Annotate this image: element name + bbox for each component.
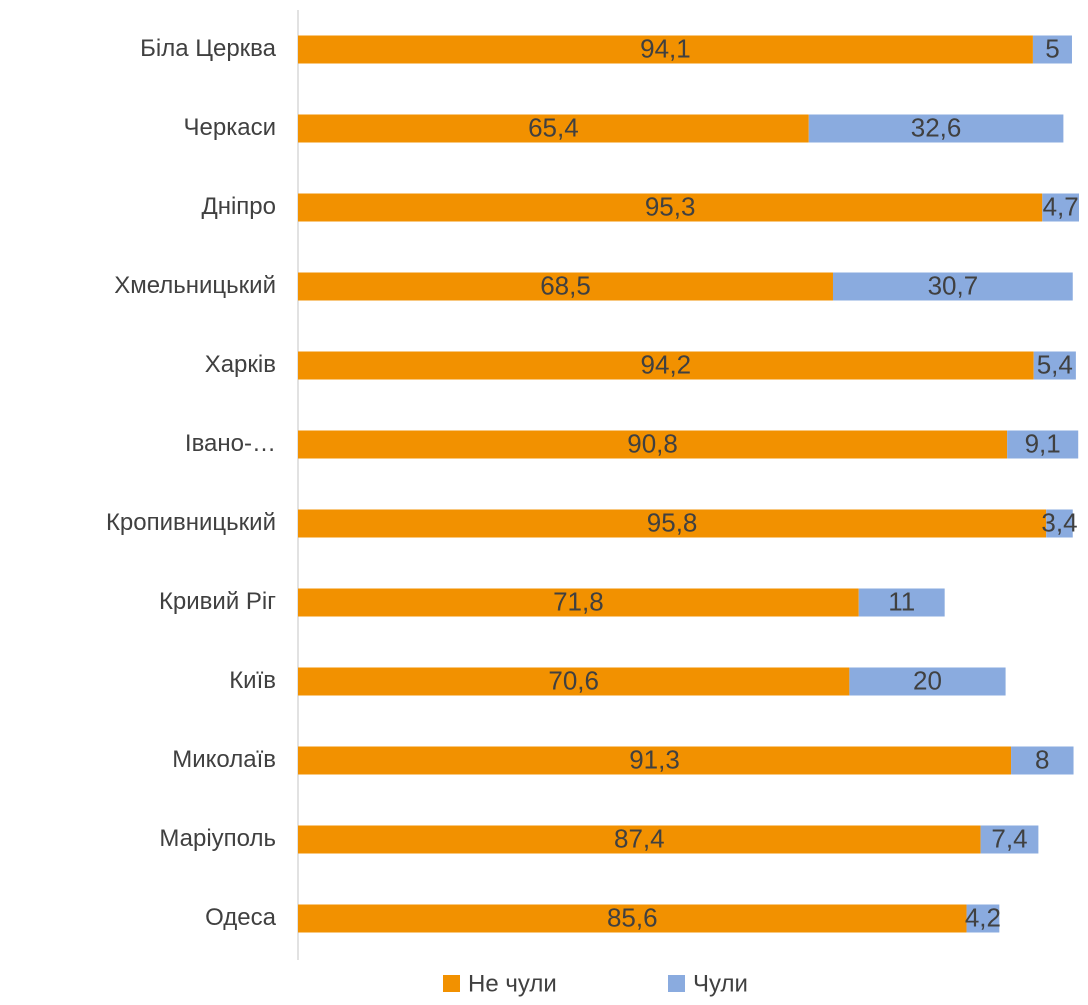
bar-segment	[298, 351, 1034, 380]
data-label: 20	[913, 665, 942, 695]
y-tick-label: Миколаїв	[172, 746, 276, 773]
bar-segment	[1046, 509, 1073, 538]
y-tick-label: Черкаси	[184, 114, 276, 141]
data-label: 95,8	[647, 507, 698, 537]
bar-segment	[966, 904, 1000, 933]
legend-swatch	[668, 975, 685, 992]
legend-swatch	[443, 975, 460, 992]
y-tick-label: Кривий Ріг	[159, 588, 276, 615]
data-label: 91,3	[629, 744, 680, 774]
data-label: 5	[1045, 33, 1059, 63]
data-label: 7,4	[991, 823, 1027, 853]
y-tick-label: Кропивницький	[106, 509, 276, 536]
data-label: 5,4	[1037, 349, 1073, 379]
bar-segment	[298, 667, 850, 696]
data-label: 90,8	[627, 428, 678, 458]
y-tick-label: Дніпро	[201, 193, 276, 220]
y-tick-label: Київ	[229, 667, 276, 694]
bar-segment	[298, 272, 833, 301]
bar-segment	[808, 114, 1064, 143]
data-label: 9,1	[1025, 428, 1061, 458]
bar-segment	[980, 825, 1039, 854]
bar-segment	[298, 588, 859, 617]
data-label: 85,6	[607, 902, 658, 932]
bar-segment	[298, 430, 1008, 459]
y-tick-label: Біла Церква	[140, 35, 277, 62]
data-label: 8	[1035, 744, 1049, 774]
bar-segment	[1042, 193, 1079, 222]
bar-segment	[858, 588, 945, 617]
data-label: 95,3	[645, 191, 696, 221]
bar-segment	[832, 272, 1073, 301]
bar-segment	[298, 114, 809, 143]
bar-segment	[849, 667, 1006, 696]
data-label: 32,6	[911, 112, 962, 142]
data-label: 70,6	[548, 665, 599, 695]
bar-segment	[1033, 351, 1076, 380]
data-label: 68,5	[540, 270, 591, 300]
y-tick-label: Харків	[205, 351, 276, 378]
data-label: 4,7	[1043, 191, 1079, 221]
y-tick-label: Одеса	[205, 904, 276, 931]
y-tick-label: Маріуполь	[159, 825, 276, 852]
bar-segment	[1032, 35, 1072, 64]
data-label: 4,2	[965, 902, 1001, 932]
bar-segment	[298, 509, 1047, 538]
legend-label: Чули	[693, 970, 748, 997]
legend-label: Не чули	[468, 970, 557, 997]
data-label: 71,8	[553, 586, 604, 616]
data-label: 87,4	[614, 823, 665, 853]
bar-segment	[298, 746, 1012, 775]
y-tick-label: Івано-…	[185, 430, 276, 457]
bar-segment	[298, 35, 1033, 64]
bar-segment	[298, 904, 967, 933]
data-label: 3,4	[1041, 507, 1077, 537]
data-label: 94,1	[640, 33, 691, 63]
bar-segment	[298, 825, 981, 854]
data-label: 94,2	[641, 349, 692, 379]
bar-segment	[1011, 746, 1074, 775]
bar-segment	[298, 193, 1043, 222]
bar-segment	[1007, 430, 1079, 459]
data-label: 11	[888, 586, 915, 616]
data-label: 30,7	[928, 270, 979, 300]
y-tick-label: Хмельницький	[114, 272, 276, 299]
data-label: 65,4	[528, 112, 579, 142]
